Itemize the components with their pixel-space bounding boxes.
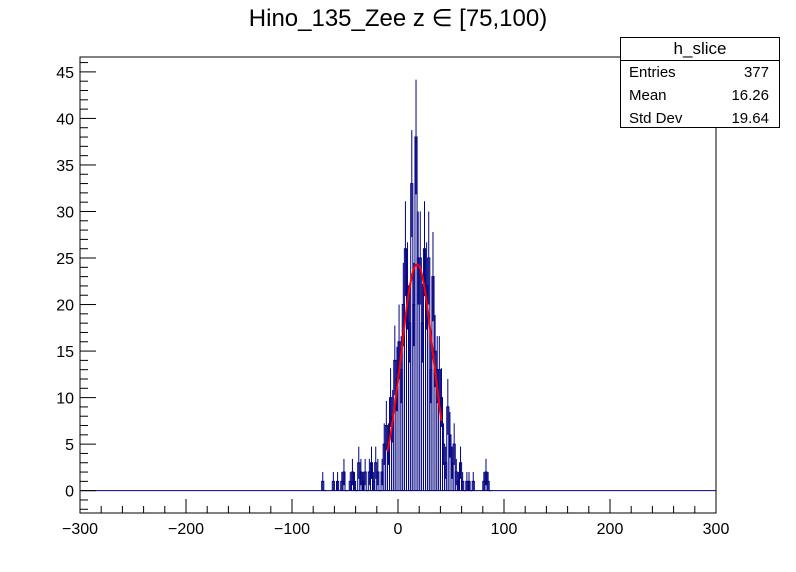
x-tick-label: −100 xyxy=(274,521,310,538)
stats-row-entries: Entries 377 xyxy=(621,61,779,84)
histogram-bins xyxy=(80,79,716,492)
stats-box-title: h_slice xyxy=(621,38,779,61)
y-tick-label: 5 xyxy=(65,437,74,454)
y-tick-label: 30 xyxy=(56,204,74,221)
gaussian-fit-curve xyxy=(386,263,443,452)
y-tick-label: 45 xyxy=(56,65,74,82)
x-tick-label: 300 xyxy=(703,521,730,538)
x-tick-label: 100 xyxy=(491,521,518,538)
y-tick-label: 15 xyxy=(56,344,74,361)
x-tick-label: −300 xyxy=(62,521,98,538)
y-tick-label: 25 xyxy=(56,251,74,268)
stats-label: Mean xyxy=(629,87,667,104)
y-tick-label: 0 xyxy=(65,484,74,501)
y-tick-label: 35 xyxy=(56,158,74,175)
stats-row-stddev: Std Dev 19.64 xyxy=(621,107,779,130)
stats-label: Entries xyxy=(629,64,676,81)
x-axis: −300 −200 −100 0 100 200 300 xyxy=(62,499,729,538)
y-tick-label: 40 xyxy=(56,111,74,128)
x-tick-label: −200 xyxy=(168,521,204,538)
stats-box: h_slice Entries 377 Mean 16.26 Std Dev 1… xyxy=(620,37,780,128)
y-axis: 0 5 10 15 20 25 30 35 40 45 xyxy=(56,62,96,510)
stats-label: Std Dev xyxy=(629,110,683,127)
y-tick-label: 20 xyxy=(56,298,74,315)
stats-value: 19.64 xyxy=(731,110,769,127)
fit-curve xyxy=(386,263,443,452)
stats-row-mean: Mean 16.26 xyxy=(621,84,779,107)
stats-value: 377 xyxy=(743,64,769,81)
y-tick-label: 10 xyxy=(56,391,74,408)
x-tick-label: 200 xyxy=(597,521,624,538)
stats-value: 16.26 xyxy=(731,87,769,104)
chart-title: Hino_135_Zee z ∈ [75,100) xyxy=(248,5,548,32)
x-tick-label: 0 xyxy=(394,521,403,538)
